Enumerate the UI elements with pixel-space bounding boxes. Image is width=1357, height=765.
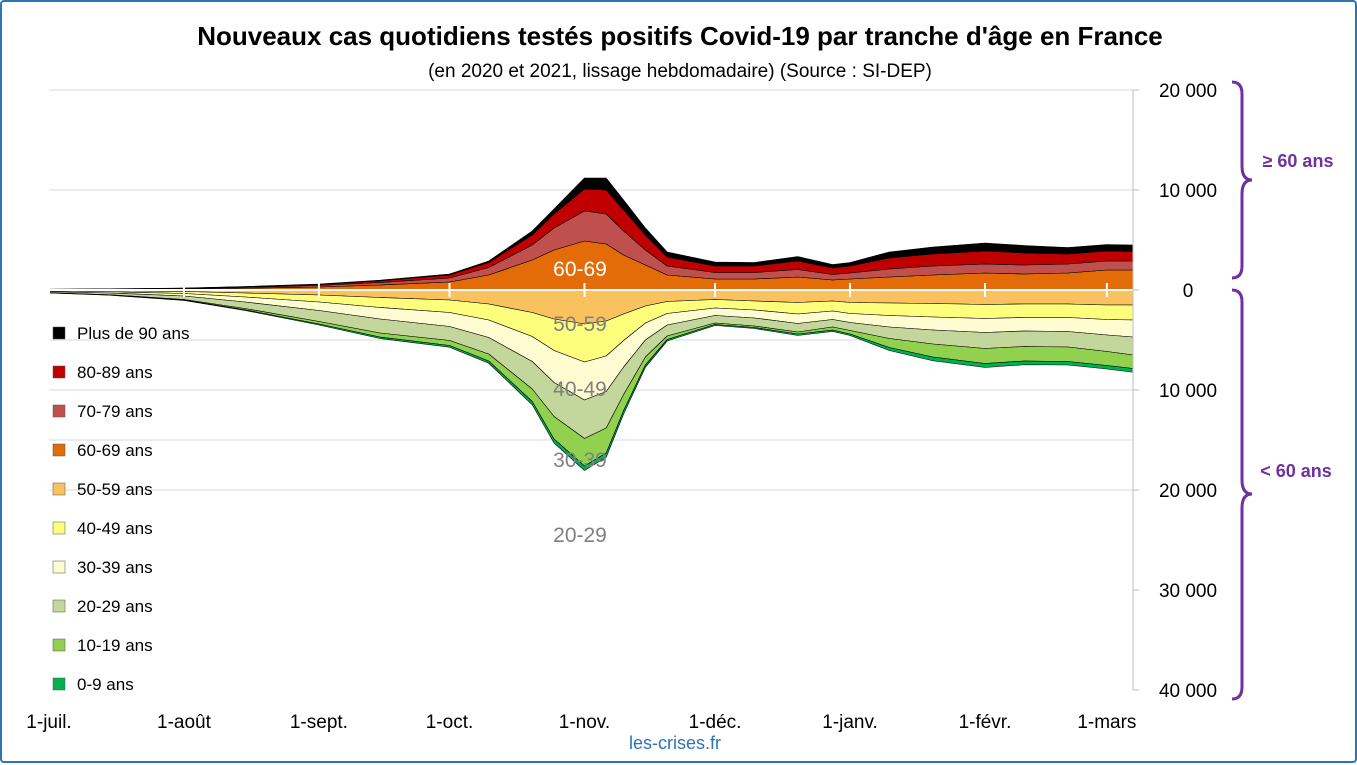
legend-swatch	[52, 677, 66, 691]
legend-label: 10-19 ans	[77, 636, 153, 655]
legend-swatch	[52, 638, 66, 652]
legend-label: 60-69 ans	[77, 441, 153, 460]
x-tick-label: 1-janv.	[822, 712, 878, 733]
bracket-lower	[1231, 288, 1253, 701]
legend-swatch	[52, 599, 66, 613]
legend-label: 40-49 ans	[77, 519, 153, 538]
x-tick-label: 1-févr.	[959, 712, 1012, 733]
legend-label: 50-59 ans	[77, 480, 153, 499]
y-tick-label: 10 000	[1159, 381, 1217, 402]
legend-label: 20-29 ans	[77, 597, 153, 616]
legend-swatch	[52, 521, 66, 535]
credit-text: les-crises.fr	[629, 733, 721, 753]
side-label-over-60: ≥ 60 ans	[1263, 151, 1334, 171]
band-label: 50-59	[553, 313, 607, 336]
band-label: 20-29	[553, 524, 607, 547]
x-tick-label: 1-mars	[1077, 712, 1136, 733]
legend-label: 70-79 ans	[77, 402, 153, 421]
chart-title: Nouveaux cas quotidiens testés positifs …	[197, 21, 1163, 51]
legend-swatch	[52, 482, 66, 496]
legend-swatch	[52, 443, 66, 457]
legend-label: 80-89 ans	[77, 363, 153, 382]
band-label: 40-49	[553, 378, 607, 401]
legend-swatch	[52, 365, 66, 379]
y-tick-label: 20 000	[1159, 81, 1217, 102]
legend-swatch	[52, 326, 66, 340]
side-brackets: ≥ 60 ans < 60 ans	[1231, 80, 1334, 701]
legend-swatch	[52, 404, 66, 418]
legend-label: 0-9 ans	[77, 675, 134, 694]
y-tick-label: 10 000	[1159, 181, 1217, 202]
bracket-upper	[1231, 80, 1253, 280]
y-tick-label: 0	[1183, 281, 1194, 302]
y-tick-label: 20 000	[1159, 481, 1217, 502]
legend-swatch	[52, 560, 66, 574]
x-tick-label: 1-août	[157, 712, 212, 733]
band-labels: 60-69 50-59 40-49 30-39 20-29	[553, 258, 607, 547]
x-tick-label: 1-oct.	[426, 712, 474, 733]
legend: Plus de 90 ans 80-89 ans 70-79 ans 60-69 an…	[52, 324, 189, 694]
side-label-under-60: < 60 ans	[1260, 461, 1332, 481]
x-tick-label: 1-déc.	[689, 712, 742, 733]
legend-label: Plus de 90 ans	[77, 324, 189, 343]
chart-subtitle: (en 2020 et 2021, lissage hebdomadaire) …	[428, 61, 932, 82]
x-tick-label: 1-sept.	[290, 712, 348, 733]
legend-label: 30-39 ans	[77, 558, 153, 577]
band-label: 30-39	[553, 449, 607, 472]
axes: 1-juil. 1-août 1-sept. 1-oct. 1-nov. 1-déc. 1-…	[26, 81, 1217, 733]
band-label: 60-69	[553, 258, 607, 281]
x-tick-label: 1-juil.	[26, 712, 71, 733]
x-tick-label: 1-nov.	[559, 712, 610, 733]
y-tick-label: 40 000	[1159, 681, 1217, 702]
y-tick-label: 30 000	[1159, 581, 1217, 602]
